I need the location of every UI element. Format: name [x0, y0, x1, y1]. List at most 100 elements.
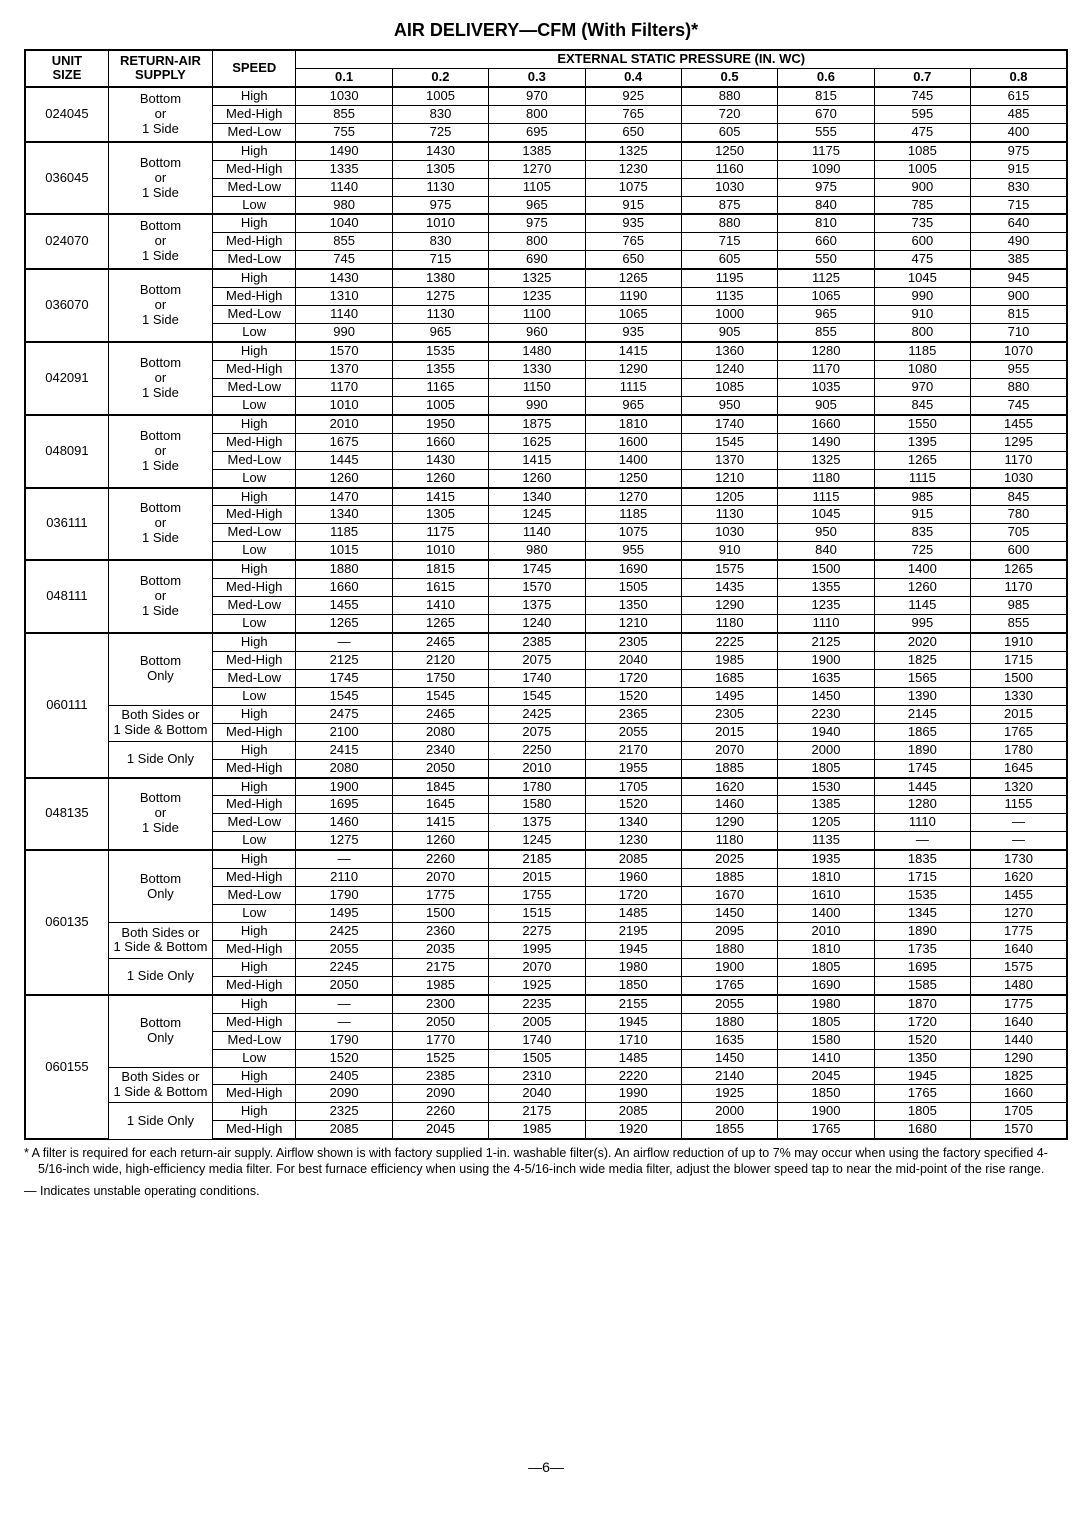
- value-cell: 905: [778, 396, 874, 414]
- value-cell: 1495: [681, 687, 777, 705]
- value-cell: 1900: [778, 1103, 874, 1121]
- value-cell: 1260: [874, 579, 970, 597]
- return-air: Bottomor1 Side: [108, 342, 212, 415]
- value-cell: 845: [874, 396, 970, 414]
- speed-cell: Low: [213, 324, 296, 342]
- speed-cell: Med-High: [213, 759, 296, 777]
- value-cell: 1115: [585, 378, 681, 396]
- value-cell: 1775: [971, 995, 1067, 1013]
- value-cell: 1175: [778, 142, 874, 160]
- value-cell: 2170: [585, 741, 681, 759]
- table-row: 1 Side OnlyHigh2245217520701980190018051…: [25, 958, 1067, 976]
- value-cell: 1945: [585, 940, 681, 958]
- table-row: 060155BottomOnlyHigh—2300223521552055198…: [25, 995, 1067, 1013]
- value-cell: 1900: [681, 958, 777, 976]
- value-cell: 1130: [392, 178, 488, 196]
- value-cell: 1435: [681, 579, 777, 597]
- hdr-pressure-0.1: 0.1: [296, 68, 392, 86]
- value-cell: 1570: [489, 579, 585, 597]
- value-cell: 1400: [585, 451, 681, 469]
- table-row: 048111Bottomor1 SideHigh1880181517451690…: [25, 560, 1067, 578]
- value-cell: 2415: [296, 741, 392, 759]
- speed-cell: Low: [213, 196, 296, 214]
- value-cell: 1005: [874, 160, 970, 178]
- value-cell: 2110: [296, 869, 392, 887]
- value-cell: 1140: [296, 306, 392, 324]
- value-cell: 1145: [874, 597, 970, 615]
- return-air: Bottomor1 Side: [108, 142, 212, 215]
- value-cell: 975: [971, 142, 1067, 160]
- value-cell: 725: [874, 542, 970, 560]
- value-cell: 1880: [681, 1013, 777, 1031]
- value-cell: 1890: [874, 923, 970, 941]
- value-cell: 1995: [489, 940, 585, 958]
- value-cell: 2010: [778, 923, 874, 941]
- value-cell: 2360: [392, 923, 488, 941]
- value-cell: 985: [874, 488, 970, 506]
- value-cell: 1950: [392, 415, 488, 433]
- value-cell: 1260: [296, 469, 392, 487]
- value-cell: 715: [971, 196, 1067, 214]
- value-cell: 1135: [681, 288, 777, 306]
- value-cell: 1940: [778, 723, 874, 741]
- value-cell: 2045: [392, 1121, 488, 1139]
- value-cell: 1985: [489, 1121, 585, 1139]
- value-cell: 1775: [392, 887, 488, 905]
- value-cell: 1340: [585, 814, 681, 832]
- value-cell: 995: [874, 615, 970, 633]
- value-cell: 695: [489, 123, 585, 141]
- speed-cell: High: [213, 142, 296, 160]
- value-cell: 1260: [489, 469, 585, 487]
- value-cell: 1450: [681, 1049, 777, 1067]
- value-cell: 2045: [778, 1067, 874, 1085]
- value-cell: 1485: [585, 905, 681, 923]
- speed-cell: Med-High: [213, 288, 296, 306]
- value-cell: 475: [874, 123, 970, 141]
- value-cell: 755: [296, 123, 392, 141]
- value-cell: 2185: [489, 850, 585, 868]
- value-cell: 2140: [681, 1067, 777, 1085]
- speed-cell: High: [213, 850, 296, 868]
- unit-size: 060135: [25, 850, 108, 995]
- value-cell: 1265: [971, 560, 1067, 578]
- value-cell: 1900: [296, 778, 392, 796]
- footnote-unstable: — Indicates unstable operating condition…: [24, 1184, 1068, 1200]
- value-cell: 1500: [778, 560, 874, 578]
- value-cell: 910: [874, 306, 970, 324]
- value-cell: 1445: [296, 451, 392, 469]
- speed-cell: Med-High: [213, 160, 296, 178]
- value-cell: 1370: [681, 451, 777, 469]
- value-cell: 1765: [681, 976, 777, 994]
- value-cell: 1165: [392, 378, 488, 396]
- value-cell: 745: [971, 396, 1067, 414]
- value-cell: 855: [296, 105, 392, 123]
- value-cell: 2425: [296, 923, 392, 941]
- value-cell: 1525: [392, 1049, 488, 1067]
- value-cell: 2040: [489, 1085, 585, 1103]
- value-cell: 965: [585, 396, 681, 414]
- value-cell: 605: [681, 123, 777, 141]
- value-cell: 2305: [585, 633, 681, 651]
- value-cell: 720: [681, 105, 777, 123]
- value-cell: 1130: [392, 306, 488, 324]
- speed-cell: High: [213, 705, 296, 723]
- value-cell: 950: [681, 396, 777, 414]
- value-cell: 1505: [585, 579, 681, 597]
- value-cell: 1745: [874, 759, 970, 777]
- value-cell: 1340: [489, 488, 585, 506]
- value-cell: 2035: [392, 940, 488, 958]
- unit-size: 024070: [25, 214, 108, 269]
- speed-cell: Med-High: [213, 579, 296, 597]
- value-cell: 1770: [392, 1031, 488, 1049]
- speed-cell: Med-Low: [213, 814, 296, 832]
- return-air: BottomOnly: [108, 633, 212, 705]
- value-cell: 1275: [296, 832, 392, 850]
- value-cell: 715: [392, 251, 488, 269]
- value-cell: 1635: [681, 1031, 777, 1049]
- value-cell: 830: [971, 178, 1067, 196]
- value-cell: 985: [971, 597, 1067, 615]
- speed-cell: Med-High: [213, 360, 296, 378]
- value-cell: 965: [392, 324, 488, 342]
- value-cell: 1180: [681, 615, 777, 633]
- speed-cell: Med-High: [213, 105, 296, 123]
